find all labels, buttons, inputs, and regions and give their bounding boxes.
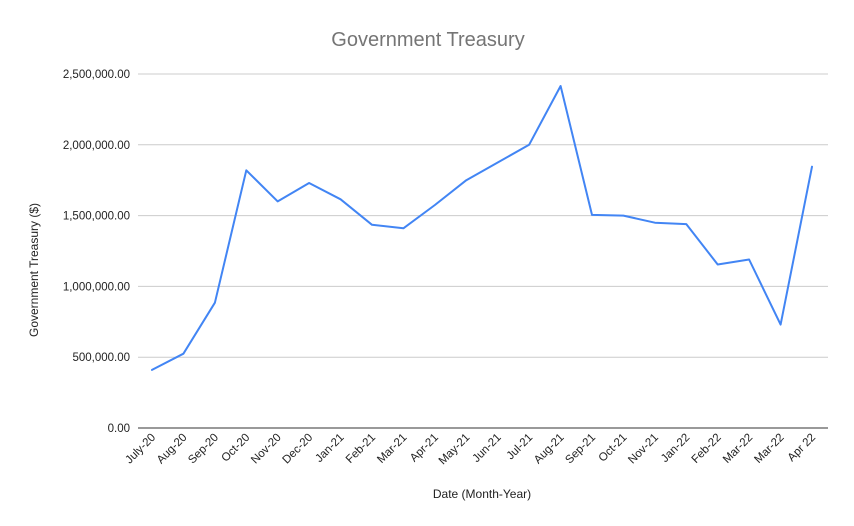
- y-tick-label: 2,500,000.00: [63, 69, 130, 81]
- y-tick-label: 2,000,000.00: [63, 140, 130, 152]
- y-tick-label: 1,500,000.00: [63, 211, 130, 223]
- gridlines: [138, 73, 828, 429]
- x-tick-label: July-20: [123, 432, 158, 467]
- x-tick-label: Apr-21: [408, 432, 441, 465]
- y-tick-label: 1,000,000.00: [63, 281, 130, 293]
- x-tick-label: Aug-20: [155, 432, 190, 467]
- y-axis-ticks: 0.00 500,000.00 1,000,000.00 1,500,000.00 2,…: [63, 69, 130, 435]
- x-tick-label: Feb-22: [690, 432, 724, 466]
- x-axis-label: Date (Month-Year): [433, 487, 531, 501]
- x-tick-label: Jan-21: [313, 432, 346, 465]
- x-tick-label: Dec-20: [281, 432, 316, 467]
- x-tick-label: Sep-20: [186, 432, 221, 467]
- chart-title: Government Treasury: [331, 29, 524, 51]
- x-tick-label: May-21: [437, 432, 473, 468]
- y-axis-label: Government Treasury ($): [27, 203, 41, 337]
- series-layer: [151, 85, 813, 371]
- x-tick-label: Mar-22: [752, 432, 786, 466]
- x-tick-label: Jul-21: [505, 432, 536, 463]
- x-tick-label: Sep-21: [563, 432, 598, 467]
- x-tick-label: Feb-21: [344, 432, 378, 466]
- x-tick-label: Jan-22: [659, 432, 692, 465]
- y-tick-label: 0.00: [108, 423, 130, 435]
- x-tick-label: Mar-21: [375, 432, 409, 466]
- series-line: [151, 85, 813, 371]
- x-tick-label: Aug-21: [532, 432, 567, 467]
- x-axis-ticks: July-20Aug-20Sep-20Oct-20Nov-20Dec-20Jan…: [123, 432, 818, 468]
- x-tick-label: Mar-22: [721, 432, 755, 466]
- x-tick-label: Oct-21: [597, 432, 630, 465]
- x-tick-label: Apr 22: [786, 432, 818, 464]
- x-tick-label: Nov-20: [249, 432, 284, 467]
- x-tick-label: Oct-20: [220, 432, 253, 465]
- x-tick-label: Nov-21: [626, 432, 661, 467]
- x-tick-label: Jun-21: [470, 432, 503, 465]
- y-tick-label: 500,000.00: [72, 352, 130, 364]
